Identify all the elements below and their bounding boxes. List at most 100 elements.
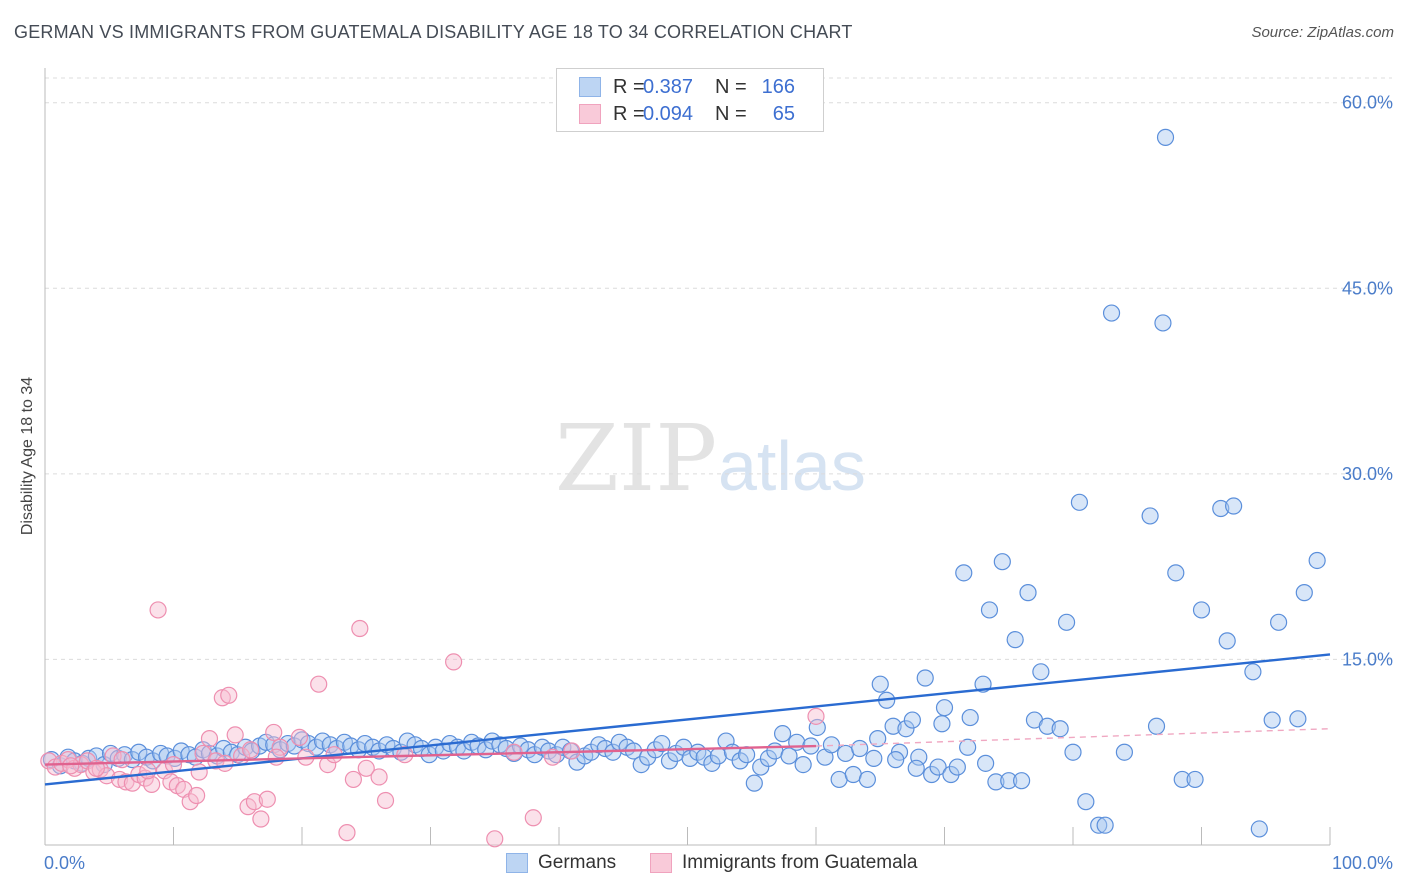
guatemala-point [370,768,388,786]
germans-point [1263,711,1281,729]
r-label: R = [613,75,645,98]
germans-point [1064,743,1082,761]
germans-point [869,730,887,748]
data-points [40,128,1326,848]
y-tick-label: 15.0% [1342,649,1393,669]
germans-point [933,715,951,733]
germans-point [1070,493,1089,511]
legend-item-germans[interactable]: Germans [506,852,616,874]
germans-point [1051,720,1069,738]
n-value: 65 [772,102,795,125]
germans-point [961,708,979,727]
germans-point [745,774,763,792]
x-tick-label-max: 100.0% [1332,853,1393,873]
legend-label-germans: Germans [538,852,617,873]
guatemala-point [143,775,161,793]
legend-label-guatemala: Immigrants from Guatemala [682,852,918,873]
germans-point [884,717,902,735]
guatemala-trend-extension [815,728,1331,747]
guatemala-point [200,730,219,748]
germans-point [987,773,1005,791]
guatemala-point [357,759,375,777]
guatemala-point [486,830,504,848]
germans-trend-line [44,653,1331,786]
germans-point [929,758,947,776]
germans-point [780,747,798,765]
germans-point [977,754,995,772]
germans-point [980,601,999,619]
germans-point [1102,304,1121,322]
chart-title: GERMAN VS IMMIGRANTS FROM GUATEMALA DISA… [14,22,853,42]
guatemala-point [258,790,276,808]
germans-point [1192,601,1211,619]
guatemala-point [190,763,208,781]
guatemala-point [376,791,395,810]
guatemala-swatch-icon [579,104,601,124]
guatemala-point [445,653,463,671]
germans-point [1225,497,1243,515]
germans-point [948,758,966,776]
guatemala-point [338,824,356,842]
germans-point [858,770,877,789]
guatemala-point [252,810,270,828]
guatemala-point [139,762,157,780]
axes [44,68,1331,846]
guatemala-point [181,793,199,811]
germans-point [907,759,925,777]
guatemala-point [216,754,234,772]
guatemala-point [271,738,289,756]
guatemala-point [220,686,238,704]
stats-row-germans: R = 0.387 N = 166 [579,74,795,100]
n-label: N = [715,102,747,125]
germans-point [851,739,869,758]
germans-point [910,748,928,766]
germans-point [1077,793,1095,811]
germans-point [653,734,671,753]
germans-point [1090,816,1108,834]
germans-legend-icon [506,853,528,873]
germans-point [897,720,915,738]
germans-point [307,738,325,756]
guatemala-point [310,675,328,693]
source-label: Source: ZipAtlas.com [1251,24,1394,41]
germans-point [865,749,883,768]
germans-point [959,738,977,756]
germans-point [1244,663,1262,681]
germans-point [1173,770,1191,789]
tick-labels: 15.0% 30.0% 45.0% 60.0% 0.0% 100.0% [44,93,1393,873]
guatemala-point [242,741,260,759]
legend-item-guatemala[interactable]: Immigrants from Guatemala [650,852,917,874]
germans-point [1269,613,1288,631]
germans-point [1006,631,1024,649]
n-label: N = [715,75,747,98]
guatemala-point [290,728,309,746]
guatemala-point [265,723,283,742]
germans-point [887,751,905,769]
germans-point [1167,564,1185,582]
guatemala-trend-line [44,744,817,766]
germans-point [1218,632,1236,650]
guatemala-point [117,773,135,791]
germans-point [1156,128,1175,146]
stats-legend: R = 0.387 N = 166 R = 0.094 N = 65 [556,68,824,132]
germans-point [1308,551,1326,570]
germans-point [1096,816,1114,834]
y-tick-label: 30.0% [1342,464,1393,484]
trend-lines [44,653,1331,786]
guatemala-point [344,770,362,789]
germans-point [935,699,954,717]
guatemala-point [226,726,244,744]
r-value: 0.094 [643,102,694,125]
guatemala-legend-icon [650,853,672,873]
germans-point [738,746,756,764]
guatemala-point [351,619,369,638]
guatemala-point [524,809,542,827]
watermark-atlas: atlas [718,427,866,505]
germans-point [1295,584,1313,602]
germans-point [955,564,973,582]
germans-point [1212,499,1230,518]
germans-point [871,675,889,693]
germans-point [1141,507,1159,525]
germans-point [1038,717,1056,735]
x-tick-label-min: 0.0% [44,853,85,873]
